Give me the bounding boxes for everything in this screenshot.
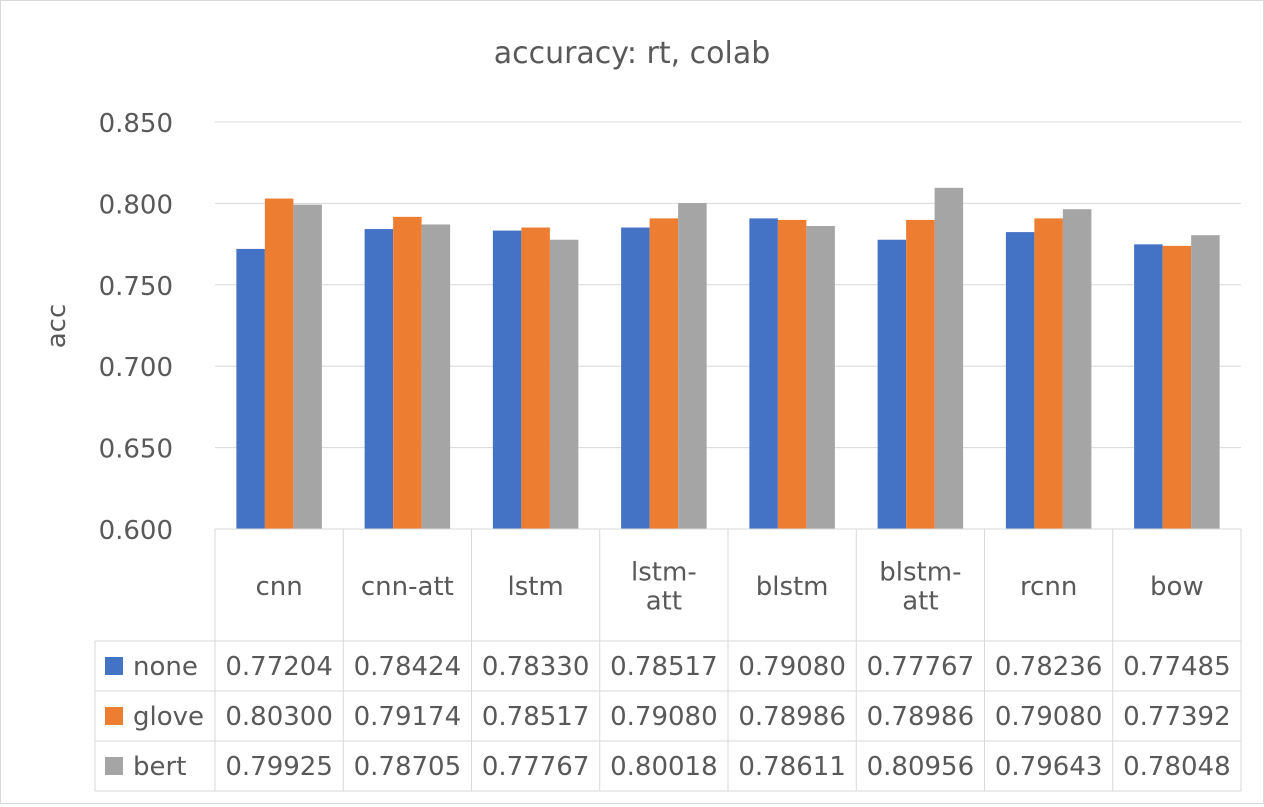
bar-none: [877, 239, 907, 529]
bar-glove: [1162, 245, 1192, 529]
x-tick-label: att: [902, 587, 938, 617]
data-label: 0.78330: [482, 652, 590, 682]
bar-bert: [421, 224, 451, 529]
bar-glove: [1034, 218, 1063, 529]
data-label: 0.77485: [1123, 652, 1231, 682]
legend-label: glove: [133, 702, 204, 732]
y-axis-ticks: 0.600 0.650 0.700 0.750 0.800 0.850: [99, 109, 173, 546]
data-table: cnn cnn-att lstm lstm-att blstm blstm-att rcnn…: [94, 528, 1242, 792]
legend-key-none: [105, 657, 123, 675]
bar-bert: [1191, 235, 1220, 529]
data-label: 0.77204: [225, 652, 333, 682]
bar-bert: [934, 187, 964, 530]
data-label: 0.78611: [738, 752, 846, 782]
bar-none: [749, 218, 778, 529]
data-label: 0.78517: [610, 652, 718, 682]
y-tick-label: 0.850: [99, 109, 173, 139]
y-axis-label: acc: [42, 304, 72, 349]
bar-glove: [777, 219, 807, 530]
data-label: 0.77392: [1123, 702, 1231, 732]
data-label: 0.78705: [354, 752, 462, 782]
data-label: 0.77767: [867, 652, 975, 682]
bar-none: [236, 248, 265, 529]
data-label: 0.78048: [1123, 752, 1231, 782]
data-label: 0.79080: [610, 702, 718, 732]
data-label: 0.79925: [225, 752, 333, 782]
bar-glove: [906, 219, 935, 530]
bar-none: [1134, 244, 1163, 530]
bar-glove: [264, 198, 294, 530]
x-tick-label: rcnn: [1020, 572, 1077, 602]
x-tick-label: cnn: [255, 572, 302, 602]
y-tick-label: 0.650: [99, 435, 173, 465]
data-label: 0.78424: [354, 652, 462, 682]
x-tick-label: cnn-att: [361, 572, 454, 602]
bar-bert: [678, 203, 707, 529]
data-label: 0.80300: [225, 702, 333, 732]
bar-none: [1005, 232, 1035, 529]
data-label: 0.79080: [738, 652, 846, 682]
x-tick-label: blstm: [756, 572, 829, 602]
data-label: 0.78236: [995, 652, 1103, 682]
data-label: 0.78986: [738, 702, 846, 732]
bar-glove: [521, 227, 550, 529]
y-tick-label: 0.700: [99, 353, 173, 383]
legend-label: bert: [133, 752, 186, 782]
bars: [236, 187, 1220, 530]
legend-key-glove: [105, 707, 123, 725]
bar-bert: [293, 204, 322, 529]
data-label: 0.79080: [995, 702, 1103, 732]
data-label: 0.80018: [610, 752, 718, 782]
x-tick-label: att: [646, 587, 682, 617]
bar-bert: [806, 226, 835, 529]
chart-title: accuracy: rt, colab: [494, 36, 771, 71]
legend-label: none: [133, 652, 198, 682]
bar-none: [364, 229, 394, 529]
bar-bert: [549, 239, 579, 529]
bar-none: [621, 227, 650, 529]
data-label: 0.78517: [482, 702, 590, 732]
y-tick-label: 0.800: [99, 190, 173, 220]
legend-key-bert: [105, 757, 123, 775]
data-label: 0.79643: [995, 752, 1103, 782]
data-label: 0.80956: [867, 752, 975, 782]
x-tick-label: lstm: [507, 572, 563, 602]
bar-glove: [649, 218, 679, 529]
bar-glove: [393, 216, 422, 529]
x-tick-label: blstm-: [879, 558, 961, 588]
bar-bert: [1062, 209, 1092, 529]
data-label: 0.78986: [867, 702, 975, 732]
data-label: 0.79174: [354, 702, 462, 732]
bar-none: [492, 230, 522, 530]
y-tick-label: 0.750: [99, 272, 173, 302]
data-label: 0.77767: [482, 752, 590, 782]
x-tick-label: bow: [1150, 572, 1204, 602]
x-tick-label: lstm-: [631, 558, 697, 588]
y-tick-label: 0.600: [99, 516, 173, 546]
